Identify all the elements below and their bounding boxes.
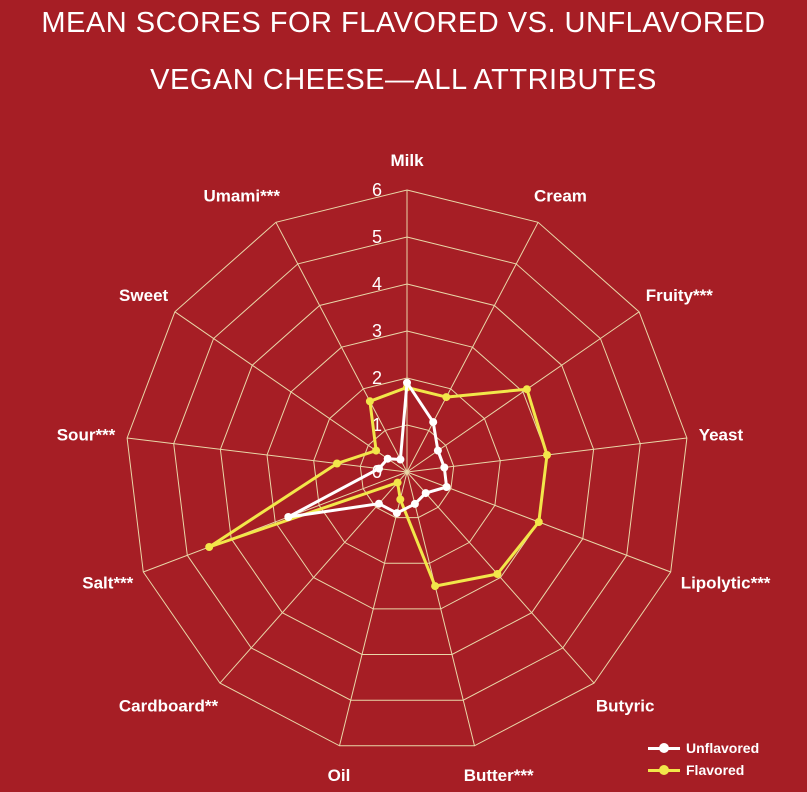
grid-ring-6	[126, 189, 688, 747]
point-unflavored-5	[421, 489, 430, 498]
point-unflavored-10	[375, 464, 383, 473]
axis-label-11: Sweet	[119, 286, 168, 305]
axis-label-2: Fruity***	[646, 286, 713, 305]
spoke-6	[406, 471, 475, 746]
chart-subtitle: VEGAN CHEESE—ALL ATTRIBUTES	[150, 64, 657, 96]
point-flavored-10	[333, 459, 341, 468]
tick-label-3: 3	[372, 321, 382, 341]
point-unflavored-12	[396, 455, 405, 464]
axis-label-3: Yeast	[699, 425, 744, 444]
spoke-5	[406, 471, 595, 684]
tick-label-2: 2	[372, 368, 382, 388]
axis-label-5: Butyric	[596, 697, 655, 716]
point-unflavored-4	[442, 483, 451, 491]
legend-swatch-unflavored	[648, 741, 680, 755]
point-flavored-3	[543, 451, 551, 459]
grid-ring-2	[313, 377, 501, 564]
tick-label-1: 1	[372, 415, 382, 435]
point-flavored-2	[522, 385, 531, 394]
spoke-9	[143, 471, 408, 573]
axis-label-7: Oil	[328, 766, 351, 785]
axis-label-10: Sour***	[57, 425, 116, 444]
point-unflavored-8	[374, 499, 383, 508]
legend-item-flavored: Flavored	[648, 759, 759, 781]
spoke-8	[219, 471, 408, 684]
point-unflavored-7	[392, 509, 401, 518]
legend-swatch-flavored	[648, 763, 680, 777]
tick-label-5: 5	[372, 227, 382, 247]
axis-label-1: Cream	[534, 187, 587, 206]
chart-title: MEAN SCORES FOR FLAVORED VS. UNFLAVORED	[41, 7, 766, 39]
grid-ring-4	[219, 283, 595, 655]
point-unflavored-9	[284, 513, 293, 521]
spoke-11	[174, 311, 408, 473]
point-unflavored-2	[433, 446, 442, 455]
point-flavored-6	[431, 582, 440, 591]
axis-label-4: Lipolytic***	[681, 574, 771, 593]
point-flavored-11	[372, 446, 381, 455]
point-unflavored-0	[403, 378, 411, 387]
spoke-12	[275, 222, 408, 473]
radar-grid	[126, 189, 688, 747]
spoke-10	[127, 437, 408, 473]
axis-label-9: Salt***	[82, 574, 133, 593]
point-flavored-7	[396, 495, 405, 504]
point-flavored-5	[493, 570, 502, 578]
series-line-flavored	[207, 385, 549, 588]
legend-label-flavored: Flavored	[686, 762, 745, 778]
tick-label-4: 4	[372, 274, 382, 294]
point-unflavored-6	[410, 499, 419, 508]
tick-label-6: 6	[372, 180, 382, 200]
spoke-7	[339, 471, 408, 746]
axis-labels: Milk Cream Fruity*** Yeast Lipolytic*** Butyr…	[57, 151, 771, 785]
spoke-1	[406, 222, 539, 473]
axis-label-6: Butter***	[464, 766, 534, 785]
grid-ring-3	[266, 330, 548, 610]
legend-item-unflavored: Unflavored	[648, 737, 759, 759]
axis-label-8: Cardboard**	[119, 697, 219, 716]
point-flavored-8	[393, 478, 402, 487]
point-flavored-12	[365, 397, 374, 406]
legend: Unflavored Flavored	[648, 737, 759, 781]
axis-label-0: Milk	[390, 151, 424, 170]
point-unflavored-1	[429, 418, 438, 427]
point-flavored-4	[534, 518, 543, 526]
point-flavored-9	[205, 543, 214, 551]
point-flavored-1	[442, 393, 451, 402]
point-unflavored-3	[440, 463, 449, 472]
point-unflavored-11	[383, 454, 392, 463]
grid-ring-5	[173, 236, 641, 701]
axis-label-12: Umami***	[203, 187, 280, 206]
data-series	[205, 378, 551, 591]
spoke-2	[406, 311, 640, 473]
legend-label-unflavored: Unflavored	[686, 740, 760, 756]
